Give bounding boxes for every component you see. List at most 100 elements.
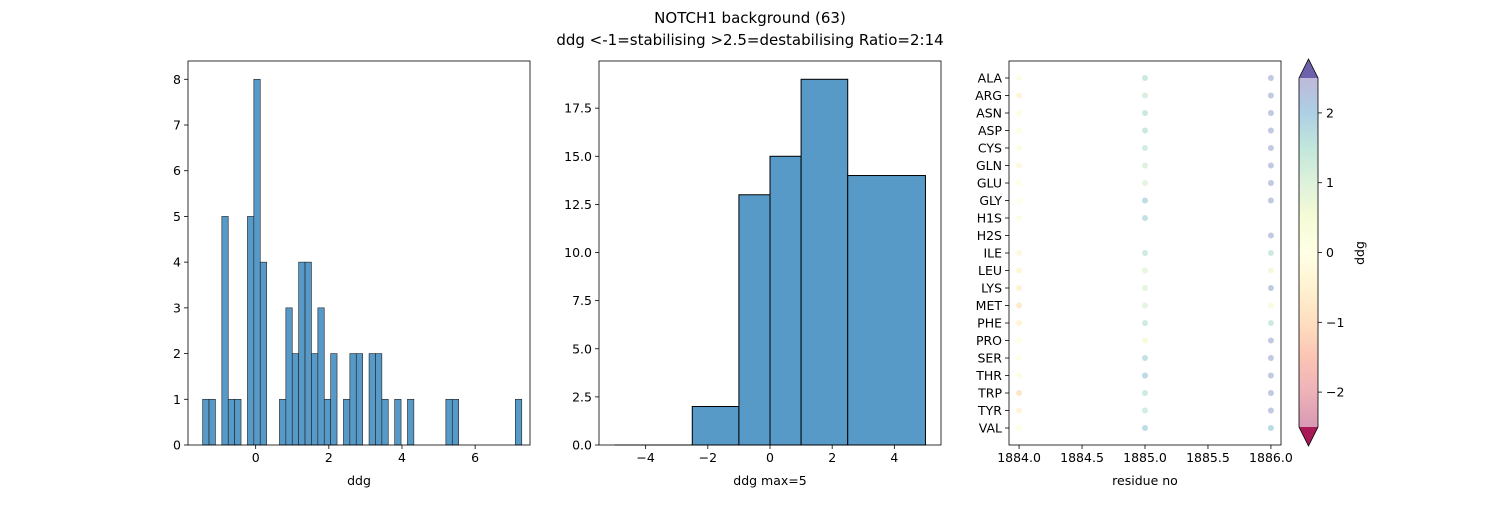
scatter-point: [1267, 425, 1274, 431]
y-tick-label: 15.0: [564, 149, 592, 164]
scatter-point: [1267, 75, 1274, 81]
y-tick-label: LEU: [978, 263, 1002, 278]
scatter-point: [1142, 215, 1148, 221]
histogram-bar: [304, 261, 312, 446]
scatter-point: [1016, 372, 1023, 379]
y-tick-label: 10.0: [564, 245, 592, 260]
y-tick-label: 2: [173, 346, 181, 361]
scatter-point: [1267, 302, 1274, 309]
histogram-bar: [847, 175, 926, 446]
y-tick-label: SER: [977, 351, 1002, 366]
scatter-point: [1016, 425, 1023, 431]
scatter-point: [1267, 267, 1274, 274]
scatter-point: [1267, 197, 1274, 204]
x-tick-label: 1885.0: [1123, 450, 1167, 465]
histogram-bar: [691, 406, 740, 446]
histogram-clipped-panel: −4 −2 0 2 4 0.0 2.5 5.0 7.5 10.0 12.5 15.0 17.5 ddg m…: [564, 60, 942, 488]
colorbar-tick-label: 0: [1326, 245, 1334, 260]
colorbar-gradient: [1299, 78, 1318, 427]
colorbar: −2 −1 0 1 2 ddg: [1298, 58, 1367, 447]
scatter-point: [1142, 355, 1148, 361]
scatter-point: [1142, 390, 1148, 396]
scatter-point: [1016, 75, 1023, 81]
scatter-point: [1142, 407, 1148, 414]
y-tick-label: 1: [173, 392, 181, 407]
histogram-bar: [330, 353, 338, 446]
scatter-point: [1142, 320, 1148, 326]
x-tick-label: 4: [398, 450, 406, 465]
y-tick-label: 7: [173, 118, 181, 133]
scatter-point: [1016, 110, 1023, 116]
scatter-point: [1267, 337, 1274, 344]
y-tick-label: ALA: [978, 71, 1003, 86]
scatter-point: [1267, 285, 1274, 291]
y-tick-label: PRO: [976, 333, 1002, 348]
scatter-point: [1142, 180, 1148, 186]
histogram-bar: [298, 261, 306, 446]
x-tick-label: −4: [636, 450, 654, 465]
scatter-point: [1267, 320, 1274, 326]
histogram-bar: [355, 353, 363, 446]
histogram-bar: [769, 155, 802, 446]
histogram-bar: [381, 398, 389, 446]
scatter-point: [1142, 250, 1148, 256]
y-tick-label: THR: [975, 368, 1002, 383]
x-axis-label: residue no: [1112, 473, 1178, 488]
colorbar-min-extension: [1299, 427, 1318, 446]
scatter-point: [1267, 180, 1274, 186]
scatter-point: [1267, 127, 1274, 134]
histogram-bar: [311, 353, 319, 446]
y-tick-label: 5.0: [572, 341, 592, 356]
histogram-bar: [515, 398, 523, 446]
scatter-point: [1142, 75, 1148, 81]
histogram-bar: [221, 216, 229, 446]
scatter-point: [1142, 285, 1148, 291]
scatter-point: [1267, 390, 1274, 396]
scatter-point: [1016, 337, 1023, 344]
y-tick-label: ASN: [976, 106, 1002, 121]
scatter-point: [1142, 337, 1148, 344]
y-tick-label: 2.5: [572, 389, 592, 404]
y-tick-label: TYR: [977, 403, 1002, 418]
colorbar-label: ddg: [1352, 241, 1367, 265]
histogram-bar: [227, 398, 235, 446]
histogram-bar: [247, 216, 255, 446]
axes-frame: [187, 60, 531, 446]
y-tick-label: 0.0: [572, 438, 592, 453]
scatter-point: [1142, 145, 1148, 151]
histogram-fine-panel: 0 2 4 6 0 1 2 3 4 5 6 7 8 ddg: [173, 60, 531, 488]
scatter-point: [1016, 145, 1023, 151]
scatter-point: [1016, 250, 1023, 256]
scatter-point: [1016, 215, 1023, 221]
x-tick-label: 1886.0: [1249, 450, 1293, 465]
scatter-point: [1142, 372, 1148, 379]
x-tick-label: 1884.0: [997, 450, 1041, 465]
scatter-point: [1016, 390, 1023, 396]
histogram-bar: [451, 398, 459, 446]
y-tick-label: 8: [173, 72, 181, 87]
scatter-point: [1267, 92, 1274, 99]
histogram-bar: [285, 307, 293, 446]
x-tick-label: 0: [252, 450, 260, 465]
scatter-point: [1267, 232, 1274, 239]
figure-subtitle: ddg <-1=stabilising >2.5=destabilising R…: [556, 31, 943, 49]
residue-scatter-panel: 1884.0 1884.5 1885.0 1885.5 1886.0 ALA ARG ASN A…: [975, 60, 1293, 488]
scatter-point: [1142, 92, 1148, 99]
y-tick-label: 7.5: [572, 293, 592, 308]
y-tick-label: TRP: [977, 386, 1002, 401]
x-tick-label: −2: [699, 450, 717, 465]
colorbar-max-extension: [1299, 59, 1318, 78]
histogram-bar: [253, 78, 261, 446]
scatter-point: [1016, 267, 1023, 274]
scatter-point: [1142, 127, 1148, 134]
x-tick-label: 2: [828, 450, 836, 465]
scatter-point: [1142, 197, 1148, 204]
histogram-bar: [738, 194, 771, 446]
histogram-bar: [259, 261, 267, 446]
scatter-point: [1016, 127, 1023, 134]
y-tick-label: 0: [173, 438, 181, 453]
y-tick-label: 3: [173, 300, 181, 315]
y-tick-label: 6: [173, 163, 181, 178]
